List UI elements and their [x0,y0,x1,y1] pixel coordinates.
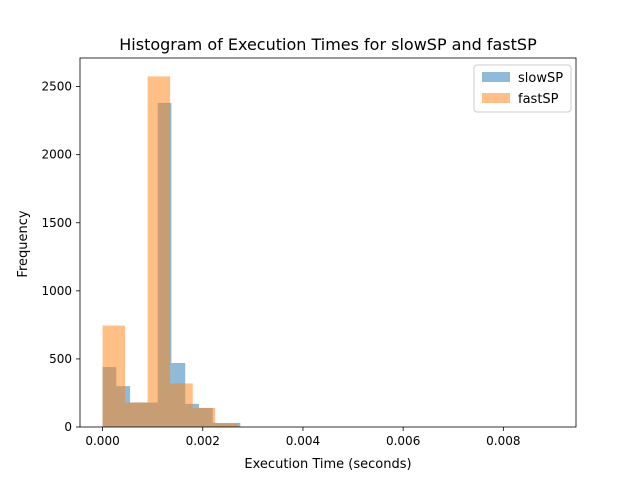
x-tick-label: 0.006 [386,434,420,448]
x-tick-label: 0.002 [186,434,220,448]
y-tick-label: 0 [64,420,72,434]
bar-fastSP-5 [215,423,238,427]
x-tick-label: 0.000 [85,434,119,448]
y-tick-label: 500 [49,352,72,366]
bar-fastSP-3 [170,383,193,427]
bar-fastSP-2 [147,76,171,427]
y-tick-label: 2000 [41,148,72,162]
legend-label-slowSP: slowSP [518,71,563,86]
bars-layer [102,76,241,427]
x-tick-label: 0.004 [286,434,320,448]
legend-label-fastSP: fastSP [518,92,559,107]
y-tick-label: 1500 [41,216,72,230]
axes-layer: 0.000 0.002 0.004 0.006 0.008 0 500 1000 1500 200… [41,57,577,448]
legend-swatch-slowSP [482,72,510,82]
x-tick-label: 0.008 [486,434,520,448]
bar-fastSP-0 [102,325,126,427]
legend-swatch-fastSP [482,93,510,103]
x-axis-label: Execution Time (seconds) [244,457,411,472]
chart-title: Histogram of Execution Times for slowSP … [119,35,537,54]
bar-fastSP-4 [192,407,216,427]
y-tick-label: 1000 [41,284,72,298]
legend: slowSP fastSP [473,64,572,113]
y-tick-label: 2500 [41,80,72,94]
plot-frame [79,57,577,428]
y-axis-label: Frequency [16,210,31,277]
bar-fastSP-1 [125,402,148,427]
